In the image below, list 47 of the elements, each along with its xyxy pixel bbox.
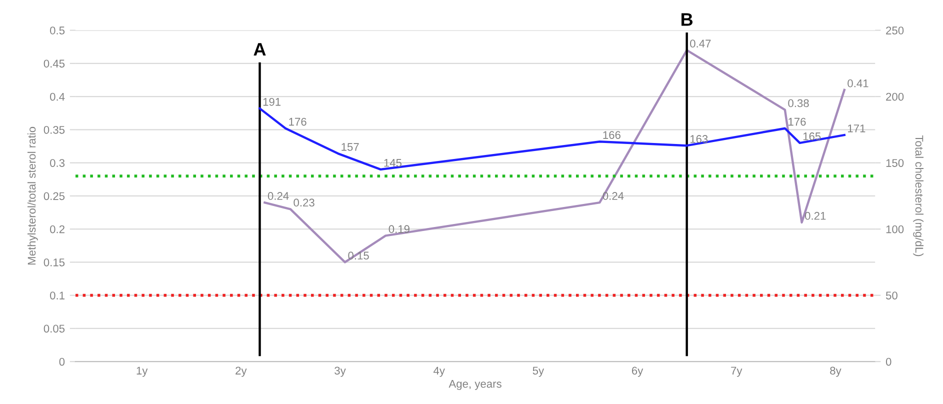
x-tick-label: 2y	[236, 366, 247, 377]
data-label: 0.41	[848, 79, 868, 88]
y2-tick-label: 200	[886, 92, 904, 101]
x-tick-label: 3y	[334, 366, 346, 377]
y-axis-title: Methylsterol/total sterol ratio	[27, 126, 38, 264]
y2-axis-title: Total cholesterol (mg/dL)	[913, 135, 924, 256]
y-tick-label: 0.45	[44, 60, 65, 68]
y2-tick-label: 250	[886, 26, 904, 34]
data-label: 0.47	[690, 40, 711, 48]
data-label: 176	[289, 118, 306, 126]
ref-line-label: B	[682, 13, 693, 26]
y2-tick-label: 100	[886, 225, 904, 234]
data-label: 0.21	[804, 212, 826, 220]
x-axis-title: Age, years	[448, 380, 502, 390]
y-tick-label: 0.5	[50, 26, 65, 34]
y-tick-label: 0.35	[44, 126, 65, 134]
y2-tick-label: 150	[886, 159, 904, 167]
data-label: 165	[803, 132, 821, 140]
x-tick-label: 8y	[830, 366, 842, 377]
line-series	[258, 107, 846, 171]
data-label: 176	[788, 118, 806, 126]
data-label: 163	[690, 135, 708, 143]
data-label: 171	[848, 124, 866, 132]
data-label: 191	[263, 98, 281, 106]
x-tick-label: 5y	[532, 366, 544, 377]
y-tick-label: 0.2	[50, 225, 64, 234]
y2-tick-label: 0	[886, 358, 892, 366]
x-tick-label: 1y	[136, 366, 148, 377]
x-tick-label: 4y	[433, 366, 445, 377]
y-tick-label: 0.05	[44, 324, 65, 333]
x-tick-label: 7y	[731, 366, 742, 377]
y-tick-label: 0.4	[50, 92, 65, 101]
data-label: 157	[342, 143, 359, 151]
y-tick-label: 0.3	[50, 159, 65, 167]
y-tick-label: 0.15	[44, 258, 65, 266]
ref-line-label: A	[254, 43, 266, 56]
y-tick-label: 0	[59, 358, 65, 366]
y2-tick-label: 50	[886, 292, 898, 300]
data-label: 0.19	[388, 225, 410, 234]
data-label: 0.38	[788, 99, 809, 108]
data-label: 166	[603, 131, 620, 139]
data-label: 0.24	[268, 192, 289, 200]
x-tick-label: 6y	[632, 366, 644, 377]
y-tick-label: 0.25	[44, 192, 65, 200]
y-tick-label: 0.1	[50, 292, 64, 300]
data-label: 0.23	[294, 198, 314, 207]
data-label: 145	[384, 159, 402, 167]
